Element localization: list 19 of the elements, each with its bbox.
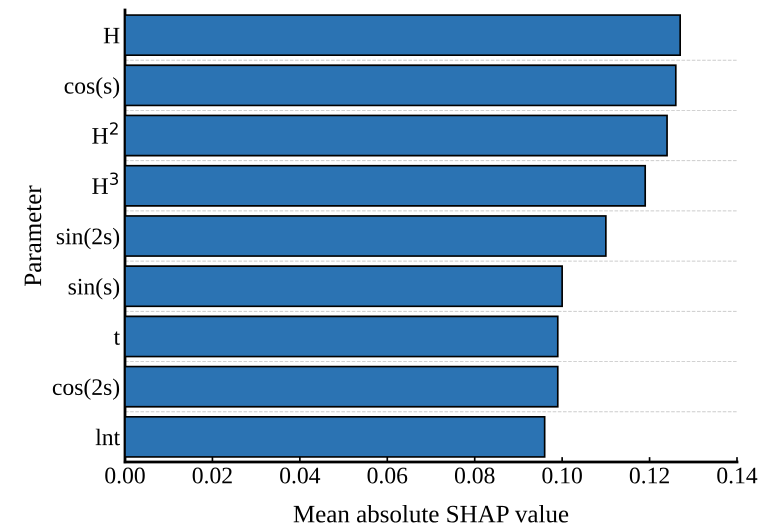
y-tick-label: H$^{2}$ <box>92 122 118 144</box>
x-tick-label: 0.10 <box>542 468 582 484</box>
x-tick-label: 0.06 <box>368 468 408 484</box>
x-tick-label: 0.04 <box>280 468 320 484</box>
y-tick-label: H$^{3}$ <box>92 172 118 194</box>
y-tick-label: cos(2s) <box>52 378 120 400</box>
y-tick-label: cos(s) <box>64 77 120 99</box>
x-tick-label: 0.02 <box>192 468 232 484</box>
x-tick-label: 0.14 <box>717 468 758 484</box>
x-tick-label: 0.12 <box>630 468 669 484</box>
y-tick-label: lnt <box>96 428 120 446</box>
x-tick-label: 0.00 <box>105 468 145 484</box>
y-tick-label: t <box>114 331 120 345</box>
y-axis-title: Parameter <box>24 186 42 286</box>
y-tick-label: H <box>104 28 120 44</box>
y-tick-label: sin(s) <box>68 278 120 300</box>
x-tick-label: 0.08 <box>454 468 494 484</box>
y-tick-label: sin(2s) <box>56 228 120 250</box>
x-axis-title: Mean absolute SHAP value <box>294 504 568 523</box>
